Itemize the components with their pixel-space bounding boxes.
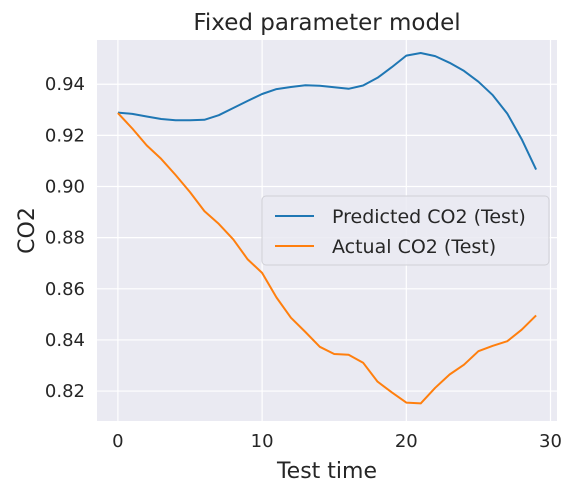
y-tick-label: 0.88 [45, 228, 85, 249]
series-lines [117, 52, 538, 405]
y-axis-label: CO2 [15, 207, 40, 254]
y-tick-label: 0.86 [45, 279, 85, 300]
y-tick-label: 0.92 [45, 125, 85, 146]
y-tick-label: 0.90 [45, 177, 85, 198]
y-tick-label: 0.82 [45, 381, 85, 402]
x-axis-ticks: 0 10 20 30 [112, 431, 562, 452]
x-tick-label: 30 [539, 431, 562, 452]
series-line-2 [117, 112, 537, 405]
x-tick-label: 20 [395, 431, 418, 452]
y-tick-label: 0.94 [45, 74, 85, 95]
legend-label: Actual CO2 (Test) [332, 236, 496, 258]
y-tick-label: 0.84 [45, 330, 85, 351]
x-axis-label: Test time [276, 459, 377, 484]
legend-label: Predicted CO2 (Test) [332, 206, 526, 228]
x-tick-label: 0 [112, 431, 123, 452]
legend: Predicted CO2 (Test) Actual CO2 (Test) [261, 195, 550, 266]
chart-title: Fixed parameter model [193, 10, 460, 36]
series-line-1 [117, 52, 538, 171]
x-tick-label: 10 [251, 431, 274, 452]
legend-box [261, 195, 550, 266]
y-axis-ticks: 0.82 0.84 0.86 0.88 0.90 0.92 0.94 [45, 74, 85, 402]
